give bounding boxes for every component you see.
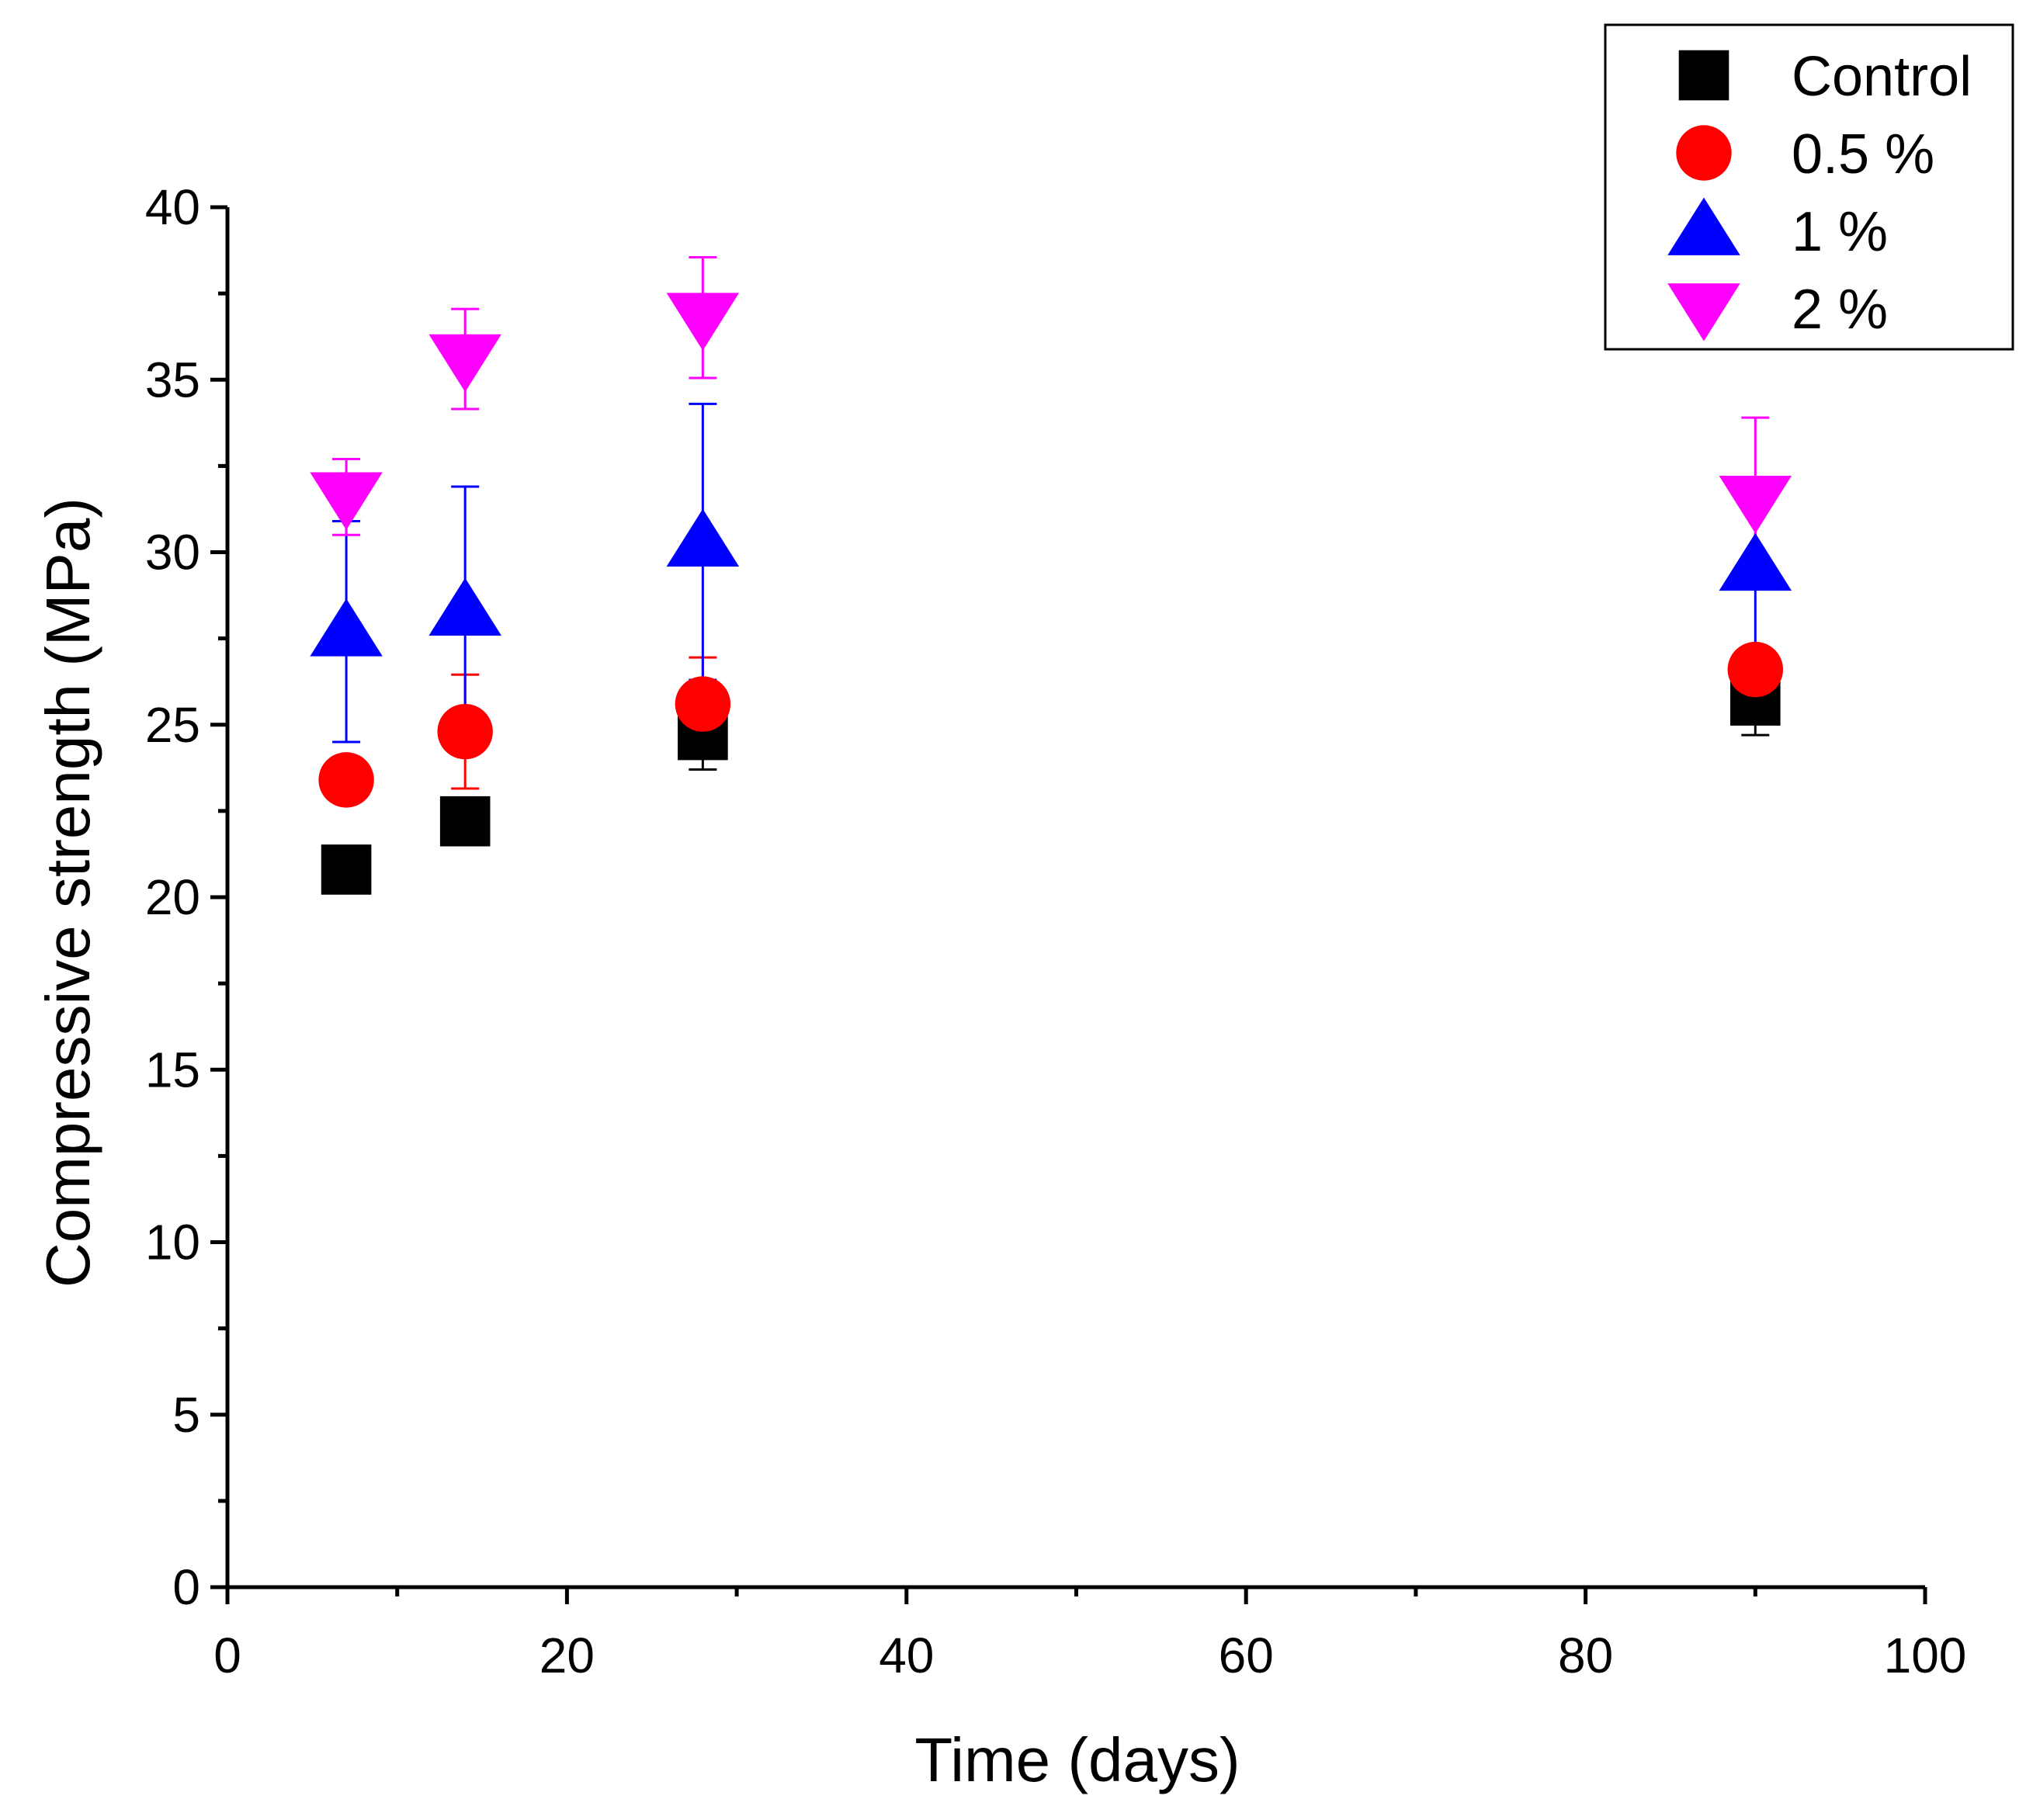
legend: Control 0.5 % 1 % 2 % <box>1604 23 2014 351</box>
data-point-control <box>321 844 372 895</box>
legend-label-1: 1 % <box>1792 201 1888 263</box>
legend-label-0-5: 0.5 % <box>1792 123 1934 185</box>
y-tick-label: 0 <box>172 1559 200 1615</box>
data-point-2 <box>666 293 740 351</box>
data-point-1 <box>310 598 383 657</box>
legend-box <box>1604 23 2014 351</box>
y-tick-label: 20 <box>145 869 200 925</box>
x-axis-title: Time (days) <box>914 1725 1240 1794</box>
y-tick-label: 25 <box>145 697 200 753</box>
y-tick-label: 30 <box>145 525 200 581</box>
y-tick-label: 5 <box>172 1387 200 1443</box>
error-bars <box>332 255 1770 790</box>
legend-marker-2 <box>1667 283 1740 341</box>
y-tick-label: 10 <box>145 1215 200 1271</box>
axis-ticks: 0 20 40 60 80 100 0 5 10 15 20 25 30 35 40 <box>145 179 1967 1683</box>
x-tick-label: 60 <box>1219 1628 1274 1683</box>
data-point-0-5 <box>1727 641 1783 698</box>
y-tick-label: 40 <box>145 179 200 235</box>
data-point-0-5 <box>675 676 731 732</box>
y-axis-title: Compressive strength (MPa) <box>33 497 102 1288</box>
legend-label-control: Control <box>1792 46 1972 108</box>
axes <box>225 207 1925 1589</box>
legend-marker-control <box>1678 50 1729 101</box>
data-point-2 <box>1719 475 1792 534</box>
data-point-1 <box>666 508 740 567</box>
data-point-1 <box>1719 532 1792 591</box>
legend-label-2: 2 % <box>1792 279 1888 341</box>
data-point-0-5 <box>318 752 374 808</box>
data-point-0-5 <box>437 703 493 760</box>
legend-marker-1 <box>1667 197 1740 255</box>
legend-marker-0-5 <box>1676 125 1732 181</box>
data-point-1 <box>428 577 501 636</box>
y-tick-label: 15 <box>145 1042 200 1097</box>
x-tick-label: 100 <box>1884 1628 1967 1683</box>
x-tick-label: 80 <box>1558 1628 1613 1683</box>
data-point-2 <box>310 472 383 530</box>
data-markers <box>310 293 1792 895</box>
y-tick-label: 35 <box>145 352 200 407</box>
data-point-2 <box>428 334 501 393</box>
x-tick-label: 20 <box>539 1628 595 1683</box>
x-tick-label: 40 <box>879 1628 934 1683</box>
data-point-control <box>439 796 491 847</box>
x-tick-label: 0 <box>213 1628 241 1683</box>
